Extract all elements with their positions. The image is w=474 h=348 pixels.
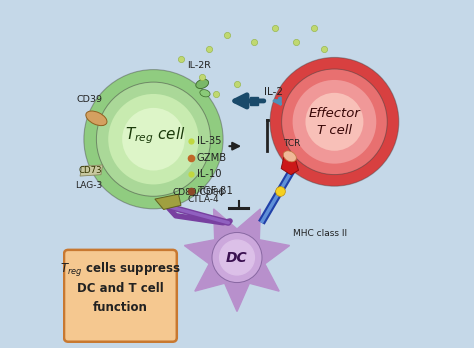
Text: MHC class II: MHC class II [292,229,347,238]
Text: TCR: TCR [283,139,300,148]
Circle shape [282,69,387,175]
Text: IL-2R: IL-2R [187,61,210,70]
FancyBboxPatch shape [250,97,258,105]
Polygon shape [184,209,290,311]
Text: $T_{reg}$ cells suppress: $T_{reg}$ cells suppress [60,261,181,279]
Circle shape [84,70,223,209]
Text: IL-35: IL-35 [197,136,221,146]
Text: LAG-3: LAG-3 [75,181,102,190]
Text: Effector: Effector [309,106,360,120]
Text: CTLA-4: CTLA-4 [188,195,219,204]
Polygon shape [155,194,181,209]
Ellipse shape [196,79,209,88]
Ellipse shape [86,111,107,126]
Text: function: function [93,301,148,315]
Circle shape [305,93,364,151]
Text: CD73: CD73 [79,166,102,175]
Circle shape [292,80,376,164]
Text: TGF-β1: TGF-β1 [197,186,233,196]
Circle shape [108,94,199,184]
Polygon shape [80,165,103,176]
Text: DC: DC [226,251,248,264]
Text: T cell: T cell [317,124,352,137]
Circle shape [122,108,185,171]
Circle shape [96,82,210,196]
Ellipse shape [283,151,296,162]
Text: CD39: CD39 [76,95,102,104]
Text: $T_{reg}$ cell: $T_{reg}$ cell [125,125,185,146]
Circle shape [219,240,255,275]
Text: DC and T cell: DC and T cell [77,282,164,295]
Text: IL-10: IL-10 [197,169,221,179]
Text: CD80/CD86: CD80/CD86 [173,188,225,197]
Text: IL-2: IL-2 [264,87,283,97]
FancyBboxPatch shape [64,250,177,342]
Circle shape [212,232,262,283]
Text: GZMB: GZMB [197,153,227,163]
Circle shape [270,57,399,186]
Ellipse shape [200,90,210,97]
Polygon shape [281,155,299,175]
